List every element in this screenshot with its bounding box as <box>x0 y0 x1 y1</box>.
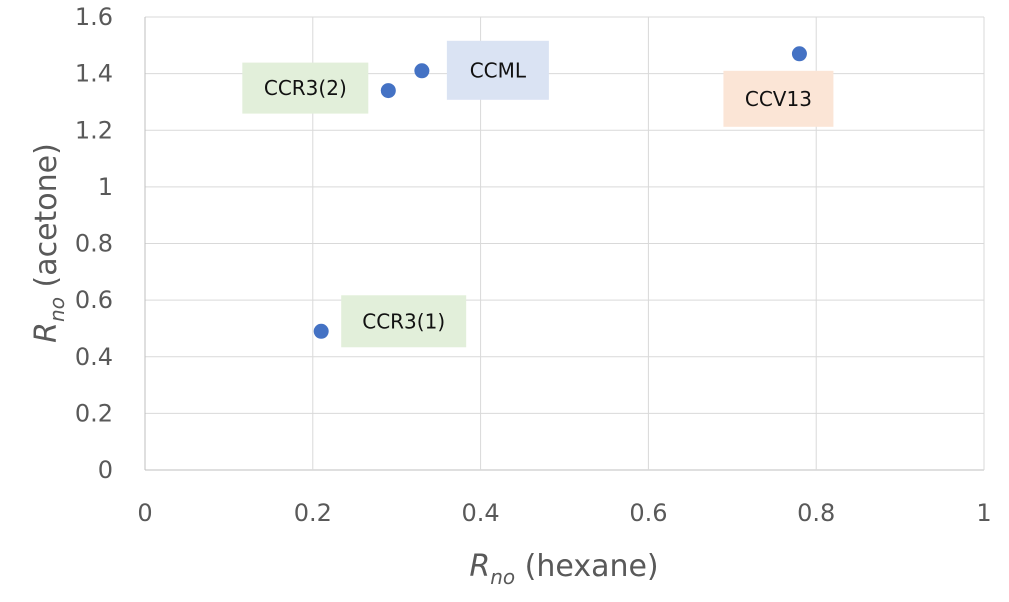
y-tick-label: 0.8 <box>75 230 113 258</box>
y-tick-label: 0.4 <box>75 343 113 371</box>
y-tick-label: 1.2 <box>75 116 113 144</box>
y-tick-label: 0 <box>98 456 113 484</box>
point-label-boxes: CCR3(1) CCR3(2) CCML CCV13 <box>242 40 834 348</box>
y-axis-ticks: 0 0.2 0.4 0.6 0.8 1 1.2 1.4 1.6 <box>75 3 113 484</box>
point-label: CCR3(1) <box>362 309 445 333</box>
x-tick-label: 0 <box>137 499 152 527</box>
x-tick-label: 0.8 <box>797 499 835 527</box>
y-axis-title: Rno (acetone) <box>29 143 69 343</box>
point-label-box <box>341 295 467 348</box>
y-tick-label: 0.6 <box>75 286 113 314</box>
data-point <box>414 63 430 79</box>
y-tick-label: 1.4 <box>75 60 113 88</box>
y-tick-label: 1 <box>98 173 113 201</box>
point-label: CCR3(2) <box>264 76 347 100</box>
data-points <box>313 46 807 339</box>
y-tick-label: 1.6 <box>75 3 113 31</box>
data-point <box>791 46 807 62</box>
data-point <box>313 323 329 339</box>
point-label-box <box>446 40 549 100</box>
point-label-box <box>723 70 834 127</box>
x-tick-label: 1 <box>976 499 991 527</box>
x-tick-label: 0.4 <box>462 499 500 527</box>
point-label: CCV13 <box>745 87 812 111</box>
point-label-box <box>242 62 369 114</box>
x-tick-label: 0.6 <box>629 499 667 527</box>
x-axis-title: Rno (hexane) <box>469 549 658 589</box>
y-tick-label: 0.2 <box>75 399 113 427</box>
data-point <box>380 83 396 99</box>
x-tick-label: 0.2 <box>294 499 332 527</box>
x-axis-ticks: 0 0.2 0.4 0.6 0.8 1 <box>137 499 991 527</box>
point-label: CCML <box>470 58 527 82</box>
